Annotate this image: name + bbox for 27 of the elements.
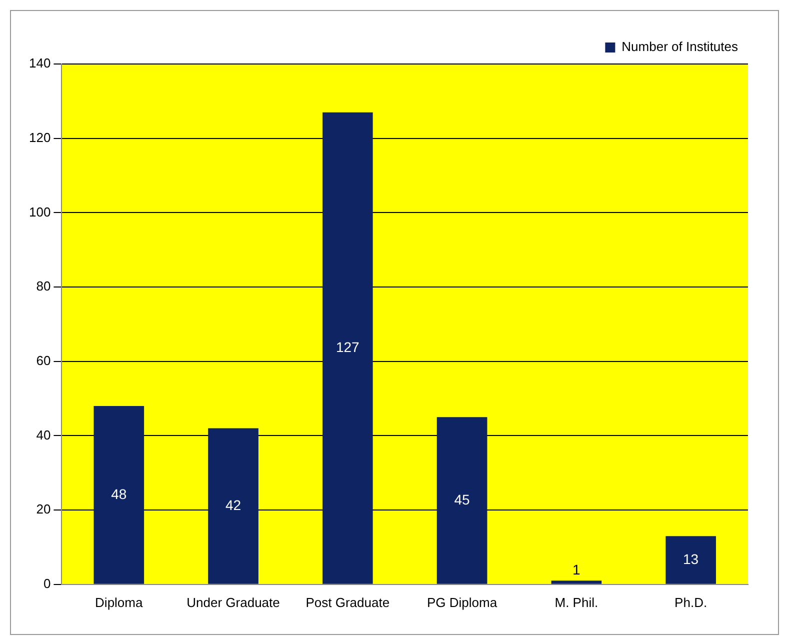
- y-tick-label: 120: [28, 130, 51, 145]
- y-tick-label: 140: [28, 56, 51, 71]
- x-tick-label: M. Phil.: [554, 594, 598, 610]
- y-tick-label: 80: [36, 278, 51, 294]
- bar: [551, 580, 602, 584]
- data-label: 42: [225, 496, 242, 513]
- data-label: 1: [572, 562, 581, 578]
- data-label: 13: [683, 550, 699, 567]
- bar: [666, 536, 716, 584]
- y-tick-label: 0: [43, 576, 51, 591]
- data-label: 45: [454, 491, 470, 508]
- data-label: 127: [336, 338, 360, 355]
- x-tick-label: Diploma: [95, 594, 144, 610]
- y-tick-label: 40: [36, 427, 51, 442]
- y-tick-label: 60: [36, 352, 51, 368]
- bar: [436, 417, 488, 584]
- x-tick-label: PG Diploma: [427, 594, 498, 610]
- x-tick-label: Under Graduate: [186, 594, 280, 610]
- y-tick-label: 100: [28, 204, 51, 220]
- bar: [208, 428, 258, 584]
- data-label: 48: [111, 486, 127, 502]
- bar: [94, 406, 144, 584]
- legend-label: Number of Institutes: [622, 39, 738, 54]
- x-tick-label: Ph.D.: [674, 594, 708, 610]
- bar: [322, 112, 373, 584]
- y-tick-label: 20: [36, 502, 51, 517]
- x-tick-label: Post Graduate: [306, 594, 390, 610]
